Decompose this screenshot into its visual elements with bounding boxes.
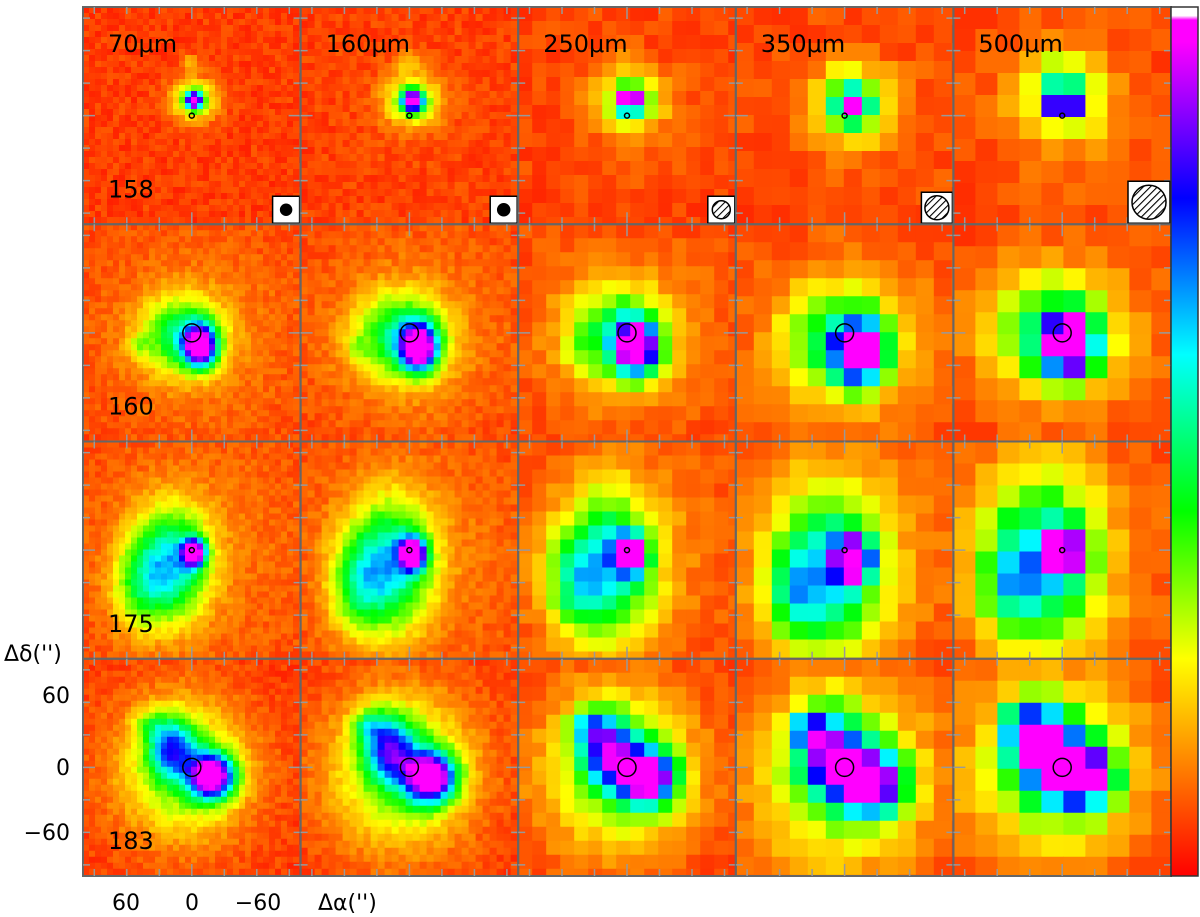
- source-position-circle: [399, 757, 420, 778]
- source-position-circle: [617, 757, 637, 778]
- colorbar: [1170, 6, 1199, 877]
- panel-ticks: [83, 224, 301, 442]
- panel-ticks: [735, 224, 954, 442]
- panel-ticks: [735, 658, 954, 876]
- x-axis-label: Δα(''): [318, 891, 377, 916]
- panel-ticks: [83, 441, 301, 659]
- source-position-circle: [1058, 546, 1066, 554]
- map-panel-175-3: [735, 441, 971, 677]
- x-tick-label: −60: [235, 891, 281, 916]
- source-position-circle: [1058, 112, 1066, 119]
- map-panel-160-2: [518, 224, 743, 449]
- beam-size-icon: [1127, 180, 1171, 224]
- source-position-circle: [841, 546, 848, 554]
- map-panel-160-3: [735, 224, 971, 459]
- panel-ticks: [300, 441, 519, 659]
- map-panel-160-4: [953, 224, 1171, 445]
- map-panel-183-0: [83, 658, 306, 876]
- source-position-circle: [406, 112, 413, 119]
- panel-ticks: [83, 658, 301, 876]
- map-panel-183-1: [300, 658, 526, 876]
- map-panel-160-1: [300, 224, 526, 449]
- source-position-circle: [1052, 323, 1072, 343]
- source-position-circle: [188, 546, 196, 554]
- wavelength-label: 160μm: [326, 30, 410, 58]
- y-axis-label: Δδ(''): [4, 642, 62, 667]
- panel-ticks: [735, 441, 954, 659]
- map-panel-183-3: [735, 658, 971, 876]
- source-id-label: 183: [108, 827, 154, 855]
- wavelength-label: 500μm: [978, 30, 1062, 58]
- x-tick-label: 0: [185, 891, 199, 916]
- beam-size-icon: [489, 195, 518, 224]
- wavelength-label: 250μm: [543, 30, 627, 58]
- map-panel-175-0: [83, 441, 306, 665]
- panel-ticks: [953, 658, 1171, 876]
- panel-ticks: [953, 441, 1171, 659]
- source-id-label: 175: [108, 610, 154, 638]
- source-id-label: 158: [108, 175, 154, 203]
- source-id-label: 160: [108, 393, 154, 421]
- source-position-circle: [841, 112, 848, 119]
- panel-ticks: [518, 7, 736, 225]
- map-panel-175-4: [953, 441, 1171, 663]
- source-position-circle: [182, 757, 202, 778]
- beam-size-icon: [707, 195, 736, 224]
- panel-ticks: [953, 224, 1171, 442]
- map-panel-175-2: [518, 441, 743, 667]
- panel-ticks: [518, 658, 736, 876]
- beam-size-icon: [271, 195, 301, 224]
- panel-ticks: [300, 224, 519, 442]
- map-panel-175-1: [300, 441, 526, 667]
- source-position-circle: [617, 323, 637, 343]
- wavelength-label: 70μm: [108, 30, 177, 58]
- map-panel-158-1: [300, 7, 526, 232]
- panel-ticks: [300, 658, 519, 876]
- source-position-circle: [1052, 757, 1072, 778]
- source-position-circle: [406, 546, 413, 554]
- source-position-circle: [834, 323, 855, 343]
- y-tick-label: 0: [56, 756, 70, 781]
- source-position-circle: [182, 323, 202, 343]
- map-panel-183-2: [518, 658, 743, 876]
- source-position-circle: [834, 757, 855, 778]
- x-tick-label: 60: [112, 891, 140, 916]
- panel-ticks: [518, 224, 736, 442]
- source-position-circle: [623, 546, 631, 554]
- panel-ticks: [518, 441, 736, 659]
- source-position-circle: [188, 112, 196, 119]
- source-position-circle: [623, 112, 631, 119]
- source-position-circle: [399, 323, 420, 343]
- wavelength-label: 350μm: [761, 30, 845, 58]
- beam-size-icon: [920, 191, 954, 224]
- y-tick-label: 60: [42, 684, 70, 709]
- map-panel-183-4: [953, 658, 1171, 876]
- y-tick-label: −60: [24, 821, 70, 846]
